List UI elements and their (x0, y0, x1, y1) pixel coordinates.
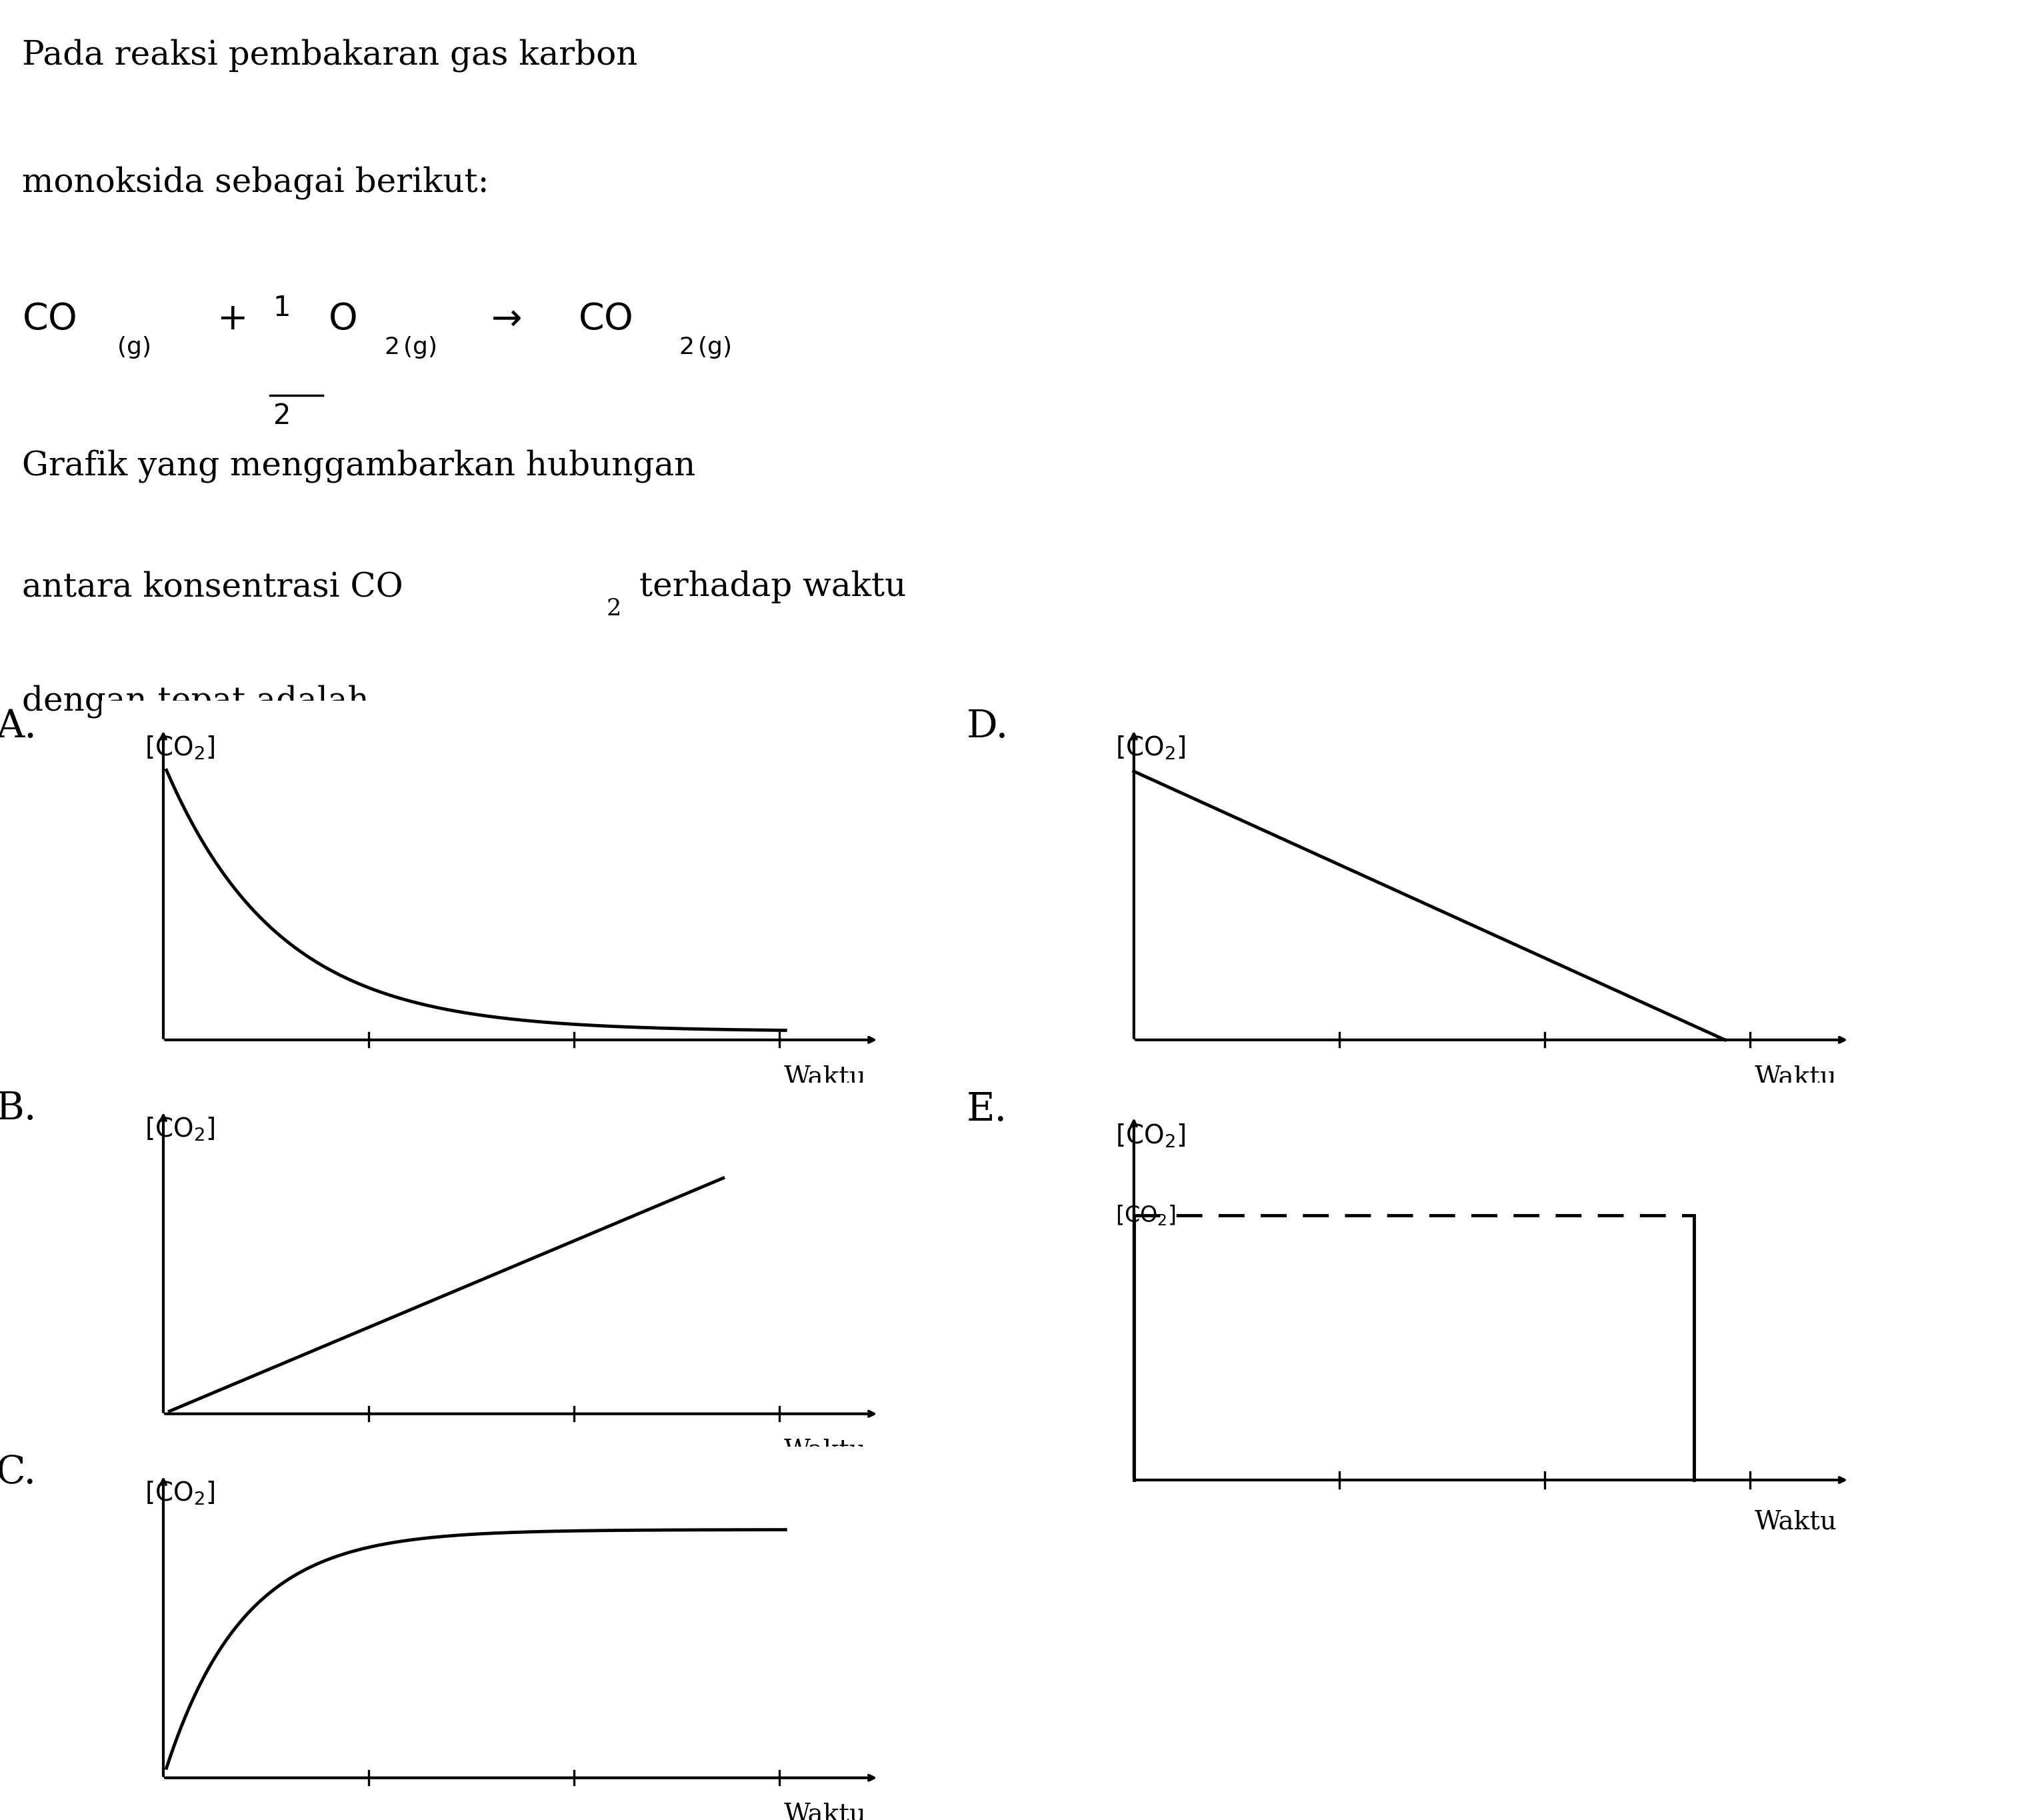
Text: $1$: $1$ (273, 295, 289, 322)
Text: $\mathrm{(g)}$: $\mathrm{(g)}$ (117, 335, 150, 360)
Text: $[\mathrm{CO_2}]$: $[\mathrm{CO_2}]$ (146, 1480, 214, 1507)
Text: B.: B. (0, 1090, 36, 1128)
Text: $\mathrm{2\,(g)}$: $\mathrm{2\,(g)}$ (384, 335, 437, 360)
Text: Grafik yang menggambarkan hubungan: Grafik yang menggambarkan hubungan (22, 450, 696, 482)
Text: terhadap waktu: terhadap waktu (629, 570, 906, 604)
Text: Waktu: Waktu (1755, 1511, 1836, 1534)
Text: $\mathrm{CO}$: $\mathrm{CO}$ (22, 300, 77, 337)
Text: dengan tepat adalah . . . .: dengan tepat adalah . . . . (22, 684, 455, 719)
Text: antara konsentrasi CO: antara konsentrasi CO (22, 570, 402, 604)
Text: $[\mathrm{CO_2}]$: $[\mathrm{CO_2}]$ (146, 735, 214, 761)
Text: Pada reaksi pembakaran gas karbon: Pada reaksi pembakaran gas karbon (22, 38, 637, 71)
Text: $[\mathrm{CO_2}]$: $[\mathrm{CO_2}]$ (1116, 735, 1185, 761)
Text: $\mathrm{CO}$: $\mathrm{CO}$ (578, 300, 633, 337)
Text: $[\mathrm{CO_2}]$: $[\mathrm{CO_2}]$ (146, 1116, 214, 1143)
Text: A.: A. (0, 708, 36, 746)
Text: Waktu: Waktu (785, 1438, 865, 1463)
Text: $\mathrm{O}$: $\mathrm{O}$ (328, 300, 356, 337)
Text: Waktu: Waktu (785, 1065, 865, 1090)
Text: $\rightarrow$: $\rightarrow$ (483, 300, 522, 337)
Text: $\mathrm{2\,(g)}$: $\mathrm{2\,(g)}$ (679, 335, 730, 360)
Text: 2: 2 (607, 597, 621, 621)
Text: Waktu: Waktu (1755, 1065, 1836, 1090)
Text: Waktu: Waktu (785, 1802, 865, 1820)
Text: E.: E. (967, 1092, 1007, 1128)
Text: $+$: $+$ (216, 300, 245, 337)
Text: monoksida sebagai berikut:: monoksida sebagai berikut: (22, 166, 489, 200)
Text: $[\mathrm{CO_2}]$: $[\mathrm{CO_2}]$ (1116, 1123, 1185, 1150)
Text: $2$: $2$ (273, 402, 289, 430)
Text: D.: D. (967, 708, 1009, 746)
Text: C.: C. (0, 1454, 36, 1492)
Text: $[\mathrm{CO_2}]$: $[\mathrm{CO_2}]$ (1116, 1203, 1175, 1227)
